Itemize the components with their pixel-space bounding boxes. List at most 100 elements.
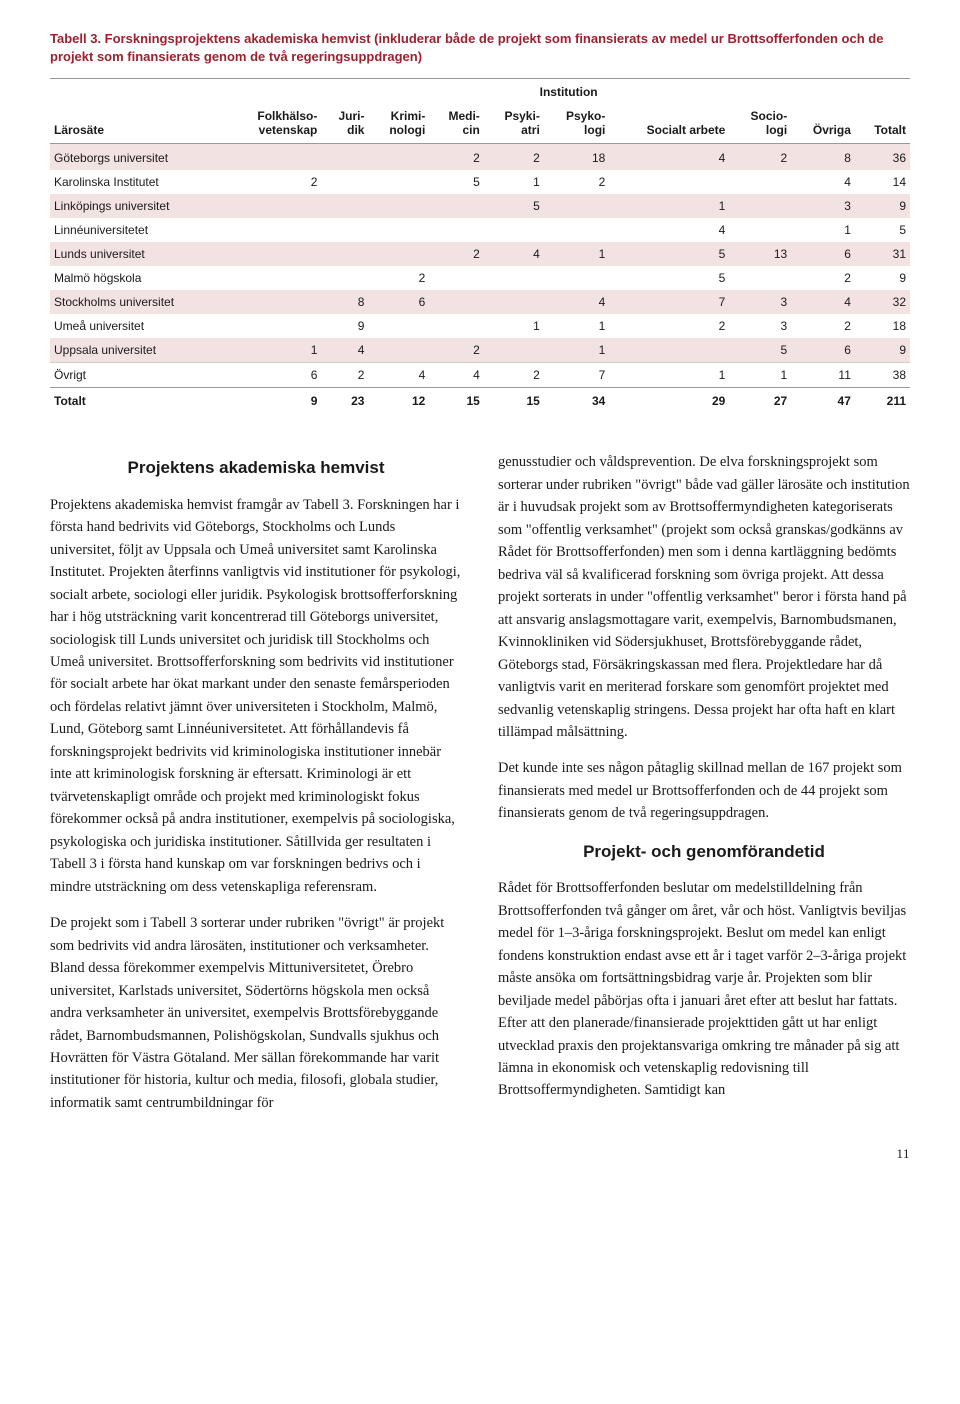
cell-value: 4: [429, 363, 483, 388]
cell-value: [484, 290, 544, 314]
row-label: Umeå universitet: [50, 314, 227, 338]
cell-value: [484, 266, 544, 290]
cell-value: 14: [855, 170, 910, 194]
cell-value: 5: [609, 266, 729, 290]
column-header: Totalt: [855, 104, 910, 144]
table-row: Göteborgs universitet221842836: [50, 144, 910, 171]
row-label: Linköpings universitet: [50, 194, 227, 218]
cell-value: [544, 266, 610, 290]
cell-value: [429, 266, 483, 290]
right-paragraph-3: Rådet för Brottsofferfonden beslutar om …: [498, 877, 910, 1102]
left-paragraph-2: De projekt som i Tabell 3 sorterar under…: [50, 912, 462, 1114]
cell-value: 1: [544, 338, 610, 363]
cell-value: 6: [227, 363, 321, 388]
table-row: Umeå universitet91123218: [50, 314, 910, 338]
cell-value: 4: [609, 218, 729, 242]
cell-value: 1: [609, 363, 729, 388]
cell-value: 2: [609, 314, 729, 338]
cell-value: 31: [855, 242, 910, 266]
cell-value: [321, 242, 368, 266]
cell-value: [321, 144, 368, 171]
cell-value: 8: [321, 290, 368, 314]
cell-value: 1: [227, 338, 321, 363]
cell-value: 2: [429, 338, 483, 363]
cell-value: [368, 242, 429, 266]
cell-value: 4: [609, 144, 729, 171]
cell-value: 11: [791, 363, 855, 388]
cell-value: [729, 170, 791, 194]
row-label: Stockholms universitet: [50, 290, 227, 314]
totals-label: Totalt: [50, 388, 227, 414]
cell-value: [321, 266, 368, 290]
table-row: Lunds universitet241513631: [50, 242, 910, 266]
cell-value: [729, 194, 791, 218]
cell-value: [729, 266, 791, 290]
totals-row: Totalt92312151534292747211: [50, 388, 910, 414]
cell-value: [227, 194, 321, 218]
cell-value: 3: [729, 314, 791, 338]
cell-value: 1: [791, 218, 855, 242]
cell-value: 5: [855, 218, 910, 242]
cell-value: 4: [791, 170, 855, 194]
cell-value: [368, 218, 429, 242]
totals-value: 9: [227, 388, 321, 414]
cell-value: 1: [484, 170, 544, 194]
cell-value: 6: [368, 290, 429, 314]
cell-value: 1: [544, 314, 610, 338]
cell-value: 2: [791, 314, 855, 338]
totals-value: 34: [544, 388, 610, 414]
cell-value: 2: [429, 144, 483, 171]
cell-value: 5: [729, 338, 791, 363]
totals-value: 15: [484, 388, 544, 414]
column-header: Folkhälso-vetenskap: [227, 104, 321, 144]
cell-value: 7: [609, 290, 729, 314]
right-paragraph-2: Det kunde inte ses någon påtaglig skilln…: [498, 757, 910, 824]
cell-value: 5: [429, 170, 483, 194]
column-header: Medi-cin: [429, 104, 483, 144]
totals-value: 27: [729, 388, 791, 414]
cell-value: 2: [484, 363, 544, 388]
cell-value: 18: [544, 144, 610, 171]
totals-value: 47: [791, 388, 855, 414]
totals-value: 15: [429, 388, 483, 414]
cell-value: [227, 144, 321, 171]
cell-value: 2: [227, 170, 321, 194]
cell-value: 1: [484, 314, 544, 338]
right-column: genusstudier och våldsprevention. De elv…: [498, 451, 910, 1128]
cell-value: [484, 338, 544, 363]
cell-value: 6: [791, 338, 855, 363]
table-row: Stockholms universitet86473432: [50, 290, 910, 314]
cell-value: 2: [368, 266, 429, 290]
row-label: Linnéuniversitetet: [50, 218, 227, 242]
cell-value: 2: [791, 266, 855, 290]
cell-value: [321, 194, 368, 218]
cell-value: [368, 338, 429, 363]
cell-value: 2: [729, 144, 791, 171]
totals-value: 12: [368, 388, 429, 414]
column-header: Psyki-atri: [484, 104, 544, 144]
cell-value: 6: [791, 242, 855, 266]
cell-value: 13: [729, 242, 791, 266]
row-label: Göteborgs universitet: [50, 144, 227, 171]
cell-value: 36: [855, 144, 910, 171]
cell-value: 4: [484, 242, 544, 266]
left-column: Projektens akademiska hemvist Projektens…: [50, 451, 462, 1128]
table-row: Linnéuniversitetet 4 15: [50, 218, 910, 242]
column-header: Övriga: [791, 104, 855, 144]
cell-value: 3: [791, 194, 855, 218]
totals-value: 23: [321, 388, 368, 414]
cell-value: 18: [855, 314, 910, 338]
cell-value: [609, 338, 729, 363]
cell-value: 3: [729, 290, 791, 314]
right-paragraph-1: genusstudier och våldsprevention. De elv…: [498, 451, 910, 743]
table-row: Malmö högskola2529: [50, 266, 910, 290]
cell-value: 4: [321, 338, 368, 363]
body-columns: Projektens akademiska hemvist Projektens…: [50, 451, 910, 1128]
column-header: Juri-dik: [321, 104, 368, 144]
cell-value: 9: [855, 194, 910, 218]
cell-value: 5: [484, 194, 544, 218]
row-label: Uppsala universitet: [50, 338, 227, 363]
cell-value: 1: [729, 363, 791, 388]
cell-value: 2: [484, 144, 544, 171]
cell-value: [368, 194, 429, 218]
